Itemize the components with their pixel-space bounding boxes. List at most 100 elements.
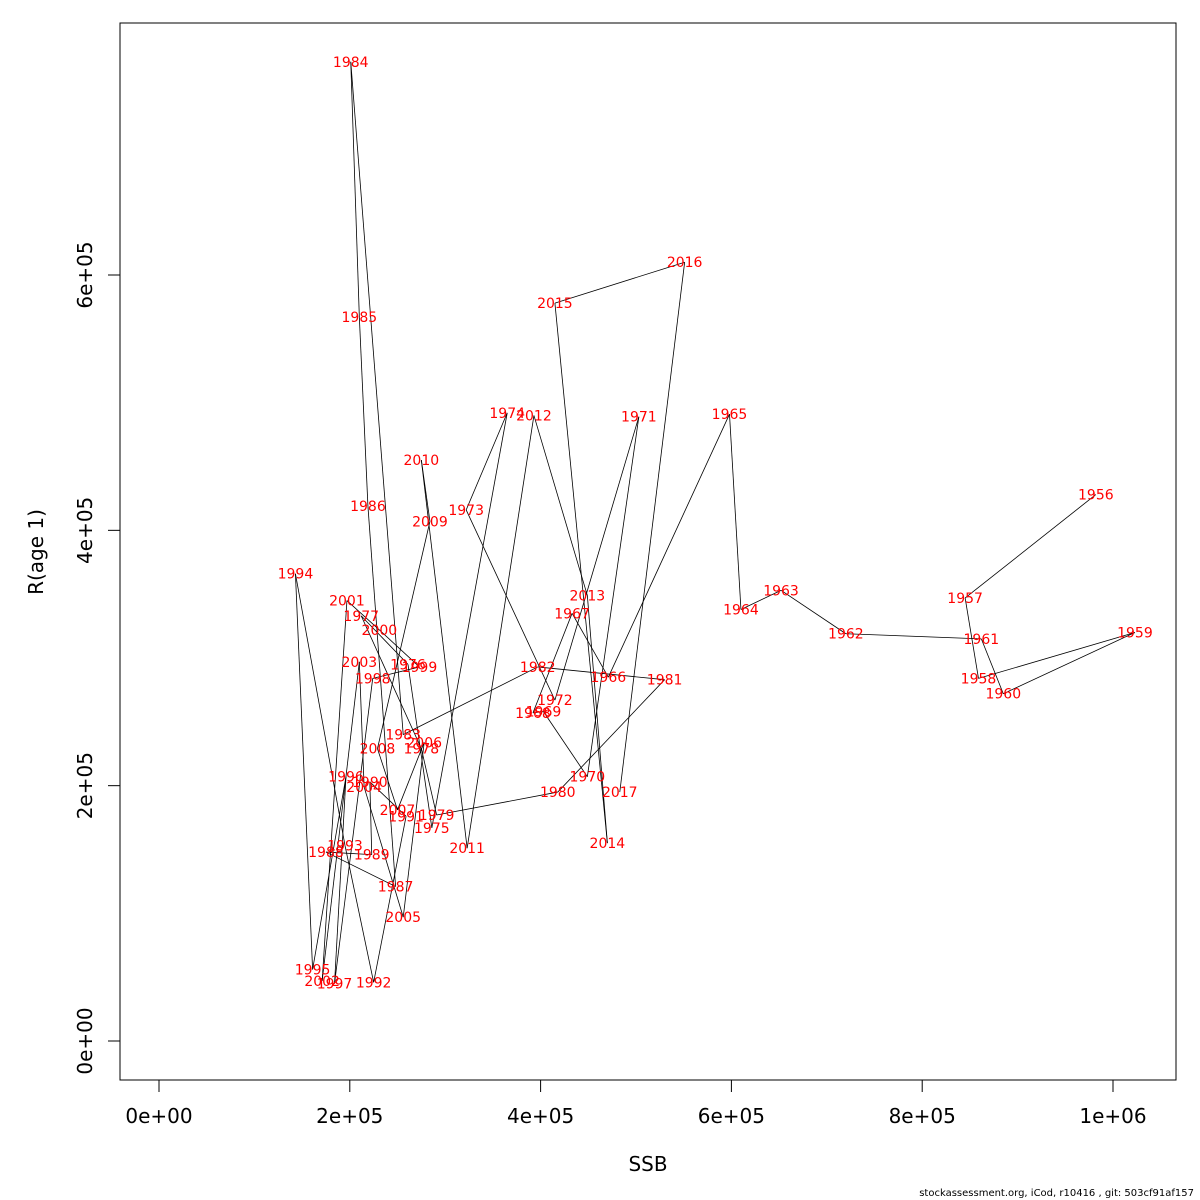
x-axis-title: SSB (628, 1152, 667, 1176)
trajectory-segment (607, 413, 730, 678)
year-label-1980: 1980 (540, 785, 576, 801)
trajectory-segment (780, 590, 847, 635)
trajectory-segment (537, 666, 665, 681)
year-label-1984: 1984 (333, 55, 369, 71)
trajectory-segment (346, 600, 380, 631)
year-label-1978: 1978 (404, 742, 440, 758)
trajectory-segment (360, 615, 409, 665)
trajectory-segment (557, 679, 665, 793)
trajectory-segment (543, 711, 588, 777)
trajectory-segment (350, 61, 360, 318)
trajectory-segment (403, 666, 538, 735)
year-label-2007: 2007 (380, 803, 416, 819)
trajectory-segment (431, 412, 508, 828)
year-label-1999: 1999 (402, 660, 438, 676)
year-label-1967: 1967 (554, 606, 590, 622)
year-label-2000: 2000 (362, 623, 398, 639)
trajectory-segment (619, 262, 686, 793)
year-label-1964: 1964 (723, 602, 759, 618)
year-label-1992: 1992 (356, 975, 392, 991)
trajectory-segment (325, 851, 372, 856)
year-label-1970: 1970 (570, 770, 606, 786)
x-tick-label: 4e+05 (507, 1104, 574, 1128)
trajectory-segment (363, 786, 404, 918)
trajectory-segment (466, 415, 535, 849)
year-label-1986: 1986 (350, 499, 386, 515)
trajectory-segment (571, 613, 609, 678)
trajectory-segment (532, 711, 544, 714)
year-label-1958: 1958 (961, 671, 997, 687)
year-label-1979: 1979 (419, 808, 455, 824)
trajectory-segment (377, 521, 431, 749)
year-label-1987: 1987 (378, 880, 414, 896)
trajectory-segment (295, 573, 346, 846)
year-label-1989: 1989 (354, 848, 390, 864)
year-label-1957: 1957 (947, 591, 983, 607)
year-label-1983: 1983 (385, 728, 421, 744)
plot-box (119, 22, 1177, 1081)
trajectory-segment (373, 816, 407, 983)
year-label-1990: 1990 (352, 775, 388, 791)
trajectory-segment (554, 416, 640, 701)
trajectory-segment (978, 632, 1136, 679)
trajectory-segment (533, 415, 588, 596)
trajectory-segment (372, 666, 420, 679)
trajectory-segment (350, 61, 404, 735)
trajectory-segment (980, 638, 1004, 694)
y-tick-label: 4e+05 (73, 497, 97, 564)
year-label-2015: 2015 (537, 296, 573, 312)
year-label-1976: 1976 (390, 657, 426, 673)
year-label-2009: 2009 (412, 514, 448, 530)
year-label-2006: 2006 (406, 735, 442, 751)
x-axis: 0e+00 2e+05 4e+05 6e+05 8e+05 1e+06 (125, 1079, 1147, 1128)
y-axis-title: R(age 1) (24, 509, 48, 595)
trajectory-segment (532, 613, 573, 714)
footer-credit: stockassessment.org, iCod, r10416 , git:… (919, 1188, 1194, 1199)
year-label-2016: 2016 (667, 255, 703, 271)
trajectory-segment (554, 303, 608, 844)
x-tick-label: 2e+05 (316, 1104, 383, 1128)
trajectory-segment (377, 748, 398, 811)
year-label-1960: 1960 (985, 687, 1021, 703)
year-label-1971: 1971 (621, 410, 657, 426)
trajectory-segment (420, 460, 468, 849)
trajectory-segment (321, 600, 348, 982)
year-label-1968: 1968 (515, 706, 551, 722)
year-label-2002: 2002 (304, 974, 340, 990)
trajectory-segment (465, 509, 556, 701)
trajectory-segment (334, 678, 374, 984)
trajectory-segment (554, 261, 685, 304)
trajectory-segment (402, 742, 425, 918)
year-label-2001: 2001 (329, 594, 365, 610)
year-label-1997: 1997 (317, 977, 353, 993)
year-label-1993: 1993 (327, 839, 363, 855)
year-label-1969: 1969 (526, 705, 562, 721)
trajectory-segment (325, 851, 396, 887)
year-label-1977: 1977 (343, 609, 379, 625)
trajectory-segment (358, 661, 365, 787)
trajectory-segment (321, 661, 360, 982)
year-label-2011: 2011 (449, 841, 485, 857)
y-tick-label: 0e+00 (73, 1007, 97, 1074)
trajectory-segment (367, 506, 396, 887)
year-label-1996: 1996 (328, 770, 364, 786)
year-label-1994: 1994 (278, 567, 314, 583)
y-tick-label: 2e+05 (73, 752, 97, 819)
year-label-1963: 1963 (763, 583, 799, 599)
trajectory-segment (729, 414, 742, 610)
trajectory-segment (369, 781, 373, 855)
trajectory-segment (344, 845, 375, 983)
trajectory-segment (334, 776, 347, 984)
year-label-2013: 2013 (570, 588, 606, 604)
year-label-2005: 2005 (385, 910, 421, 926)
year-label-2010: 2010 (404, 453, 440, 469)
year-label-2003: 2003 (342, 655, 378, 671)
x-tick-label: 1e+06 (1079, 1104, 1146, 1128)
trajectory-lines (295, 61, 1136, 984)
trajectory-segment (740, 589, 782, 610)
year-label-1972: 1972 (537, 693, 573, 709)
x-tick-label: 8e+05 (889, 1104, 956, 1128)
y-tick-label: 6e+05 (73, 241, 97, 308)
